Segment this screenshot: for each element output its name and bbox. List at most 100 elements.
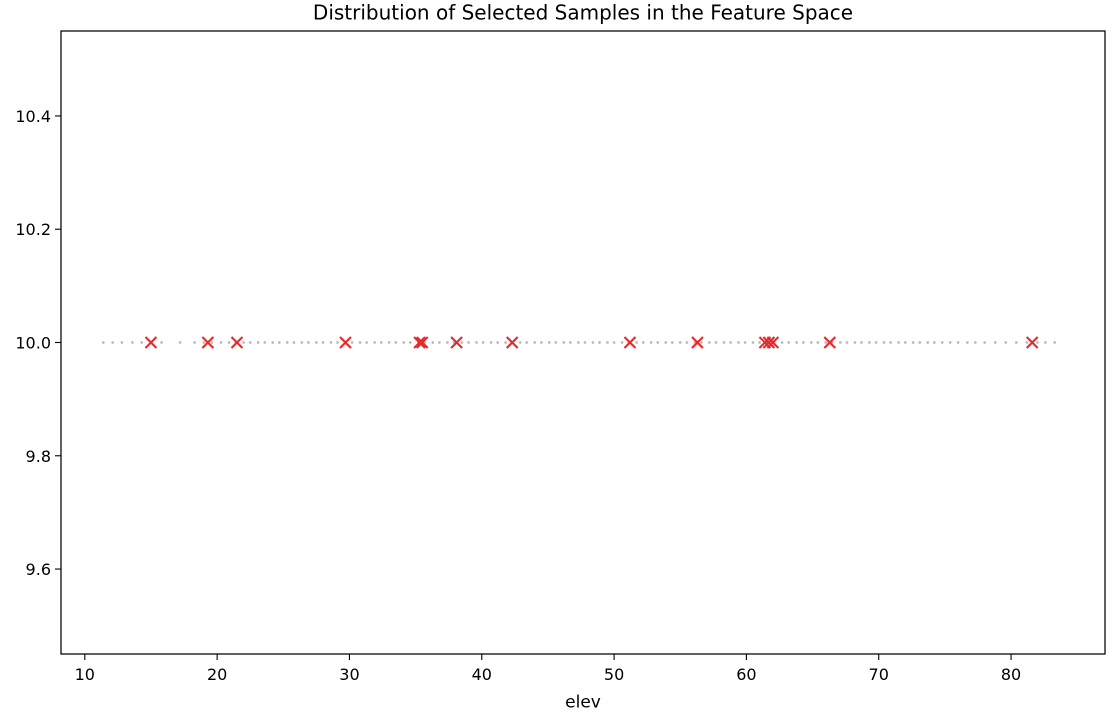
sample-point [1004,341,1008,344]
sample-point [1036,341,1039,344]
y-tick-label: 10.0 [15,334,51,353]
sample-point [227,341,231,344]
sample-point [329,341,333,344]
sample-point [973,341,977,344]
sample-point [315,341,318,344]
sample-point [496,341,500,344]
sample-point [336,341,339,344]
sample-point [402,341,406,344]
sample-point [365,341,369,344]
sample-point [350,341,354,344]
selected-sample-marker [450,336,463,349]
sample-point [219,341,223,344]
sample-point [408,341,412,344]
sample-point [641,341,645,344]
sample-point [801,341,805,344]
sample-point [591,341,595,344]
sample-point [685,341,689,344]
sample-point [882,341,886,344]
sample-point [1053,341,1057,344]
sample-point [547,341,551,344]
sample-point [795,341,799,344]
x-tick-label: 80 [1001,665,1021,684]
sample-point [481,341,485,344]
sample-point [966,341,969,344]
sample-point [307,341,310,344]
sample-point [358,341,362,344]
sample-point [467,341,470,344]
sample-point [518,341,522,344]
plot-frame [60,30,1106,655]
sample-point [263,341,267,344]
selected-sample-marker [415,336,429,349]
y-tick-label: 10.2 [15,220,51,239]
sample-point [242,341,245,344]
y-axis: 9.6 9.8 10.0 10.2 10.4 [15,107,61,579]
selected-sample-marker [691,336,704,349]
sample-point [446,341,449,344]
sample-point [635,341,638,344]
y-tick-label: 10.4 [15,107,51,126]
sample-point [193,341,196,344]
sample-point [120,341,124,344]
sample-point [758,341,761,344]
sample-point [271,341,275,344]
chart-title: Distribution of Selected Samples in the … [313,1,853,25]
sample-point [1044,341,1047,344]
sample-point [845,341,849,344]
sample-point [714,341,718,344]
sample-point [903,341,907,344]
sample-point [606,341,609,344]
sample-point [664,341,668,344]
series-layer [101,336,1057,349]
sample-point [853,341,857,344]
sample-point [438,341,441,344]
sample-point [277,341,281,344]
sample-point [489,341,493,344]
selected-sample-marker [201,336,215,349]
sample-point [101,341,105,344]
sample-point [554,341,558,344]
sample-point [387,341,391,344]
selected-sample-marker [144,336,158,349]
sample-point [577,341,580,344]
sample-point [379,341,383,344]
sample-point [809,341,813,344]
sample-point [525,341,529,344]
y-tick-label: 9.8 [26,447,51,466]
x-tick-label: 30 [339,665,359,684]
sample-point [816,341,820,344]
sample-point [394,341,398,344]
x-tick-label: 60 [736,665,756,684]
x-tick-label: 70 [869,665,889,684]
sample-point [918,341,922,344]
x-axis: 10 20 30 40 50 60 70 80 [75,654,1021,684]
sample-point [787,341,791,344]
sample-point [460,341,464,344]
sample-point [983,341,986,344]
sample-point [533,341,537,344]
sample-point [373,341,376,344]
sample-point [248,341,252,344]
sample-point [178,341,182,344]
sample-point [160,341,163,344]
sample-point [926,341,930,344]
sample-point [780,341,784,344]
x-tick-label: 50 [604,665,624,684]
selected-sample-marker [766,336,780,349]
sample-point [839,341,842,344]
sample-point [1014,341,1018,344]
sample-point [700,341,703,344]
selected-sample-marker [762,336,776,349]
sample-point [743,341,747,344]
sample-point [722,341,726,344]
sample-point [678,341,682,344]
x-tick-label: 40 [472,665,492,684]
x-tick-label: 10 [75,665,95,684]
selected-sample-marker [823,336,837,349]
selected-sample-marker [623,336,637,349]
sample-point [612,341,616,344]
sample-point [285,341,289,344]
selected-sample-marker [413,336,426,349]
